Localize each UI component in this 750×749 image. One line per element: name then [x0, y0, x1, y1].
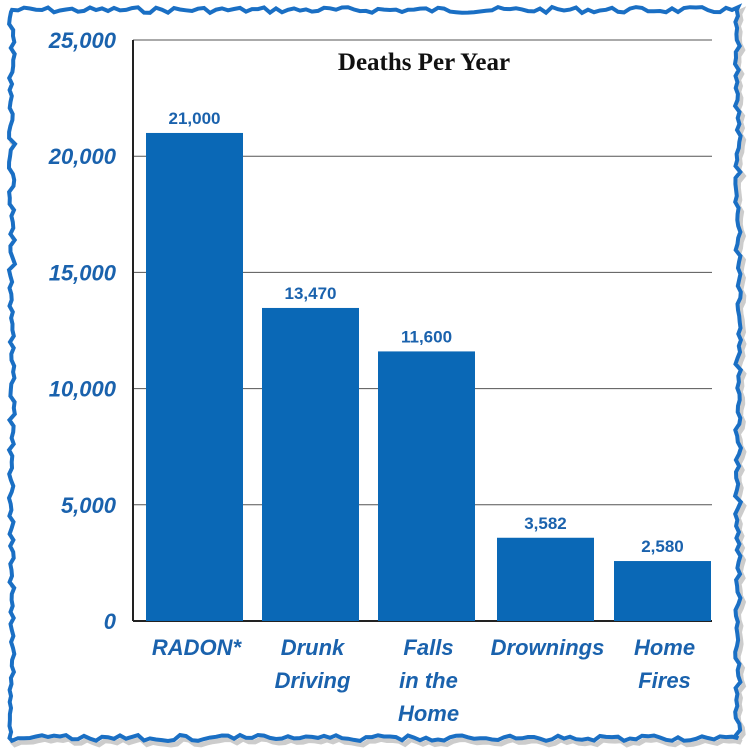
- bar: [378, 351, 475, 621]
- x-category-label: Home: [634, 635, 695, 660]
- y-tick-label: 10,000: [49, 377, 117, 402]
- x-category-label: in the: [399, 668, 458, 693]
- data-label: 3,582: [524, 514, 567, 533]
- data-label: 21,000: [169, 109, 221, 128]
- y-tick-label: 25,000: [48, 28, 117, 53]
- data-label: 11,600: [401, 327, 452, 346]
- x-category-label: Fires: [638, 668, 691, 693]
- data-label: 13,470: [285, 284, 337, 303]
- y-tick-label: 20,000: [48, 144, 117, 169]
- y-tick-label: 15,000: [49, 260, 117, 285]
- x-category-label: Falls: [403, 635, 453, 660]
- bar: [614, 561, 711, 621]
- x-category-label: Driving: [275, 668, 351, 693]
- data-label: 2,580: [641, 537, 684, 556]
- x-category-label: RADON*: [152, 635, 243, 660]
- x-category-label: Drunk: [281, 635, 346, 660]
- y-tick-label: 0: [104, 609, 117, 634]
- x-category-label: Home: [398, 701, 459, 726]
- y-tick-label: 5,000: [61, 493, 117, 518]
- bar: [262, 307, 359, 621]
- bar: [497, 537, 594, 621]
- chart-title: Deaths Per Year: [338, 49, 510, 76]
- x-category-label: Drownings: [491, 635, 605, 660]
- bar: [146, 132, 243, 621]
